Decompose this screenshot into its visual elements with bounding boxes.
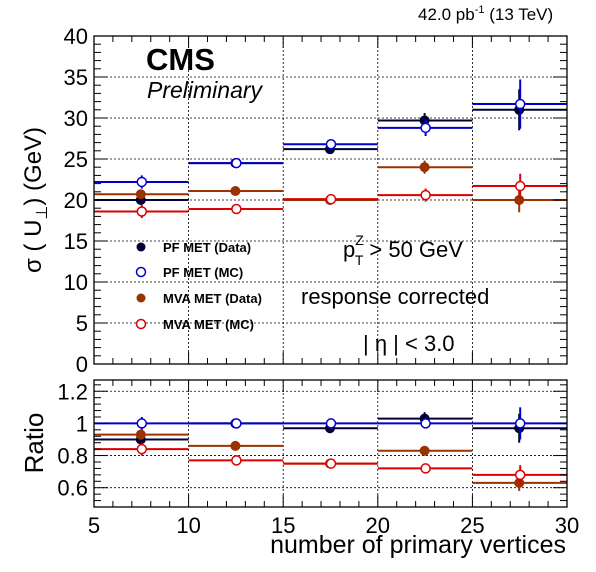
data-point <box>231 203 242 215</box>
data-point <box>136 418 148 429</box>
data-point <box>420 189 431 201</box>
main-y-tick-label-5: 5 <box>76 311 88 336</box>
pt-cut-annotation: pZ T > 50 GeV <box>343 232 463 268</box>
x-axis-title: number of primary vertices <box>270 531 566 559</box>
data-point <box>419 445 430 456</box>
main-y-tick-label-10: 10 <box>64 270 88 295</box>
ratio-series-pf-met-mc- <box>94 407 567 440</box>
response-corrected-annotation: response corrected <box>301 284 489 309</box>
legend-item: PF MET (MC) <box>135 265 243 280</box>
ratio-ticks: 5 10 15 20 25 30 0.6 0.8 1 1.2 <box>57 379 579 538</box>
main-y-axis-title: σ ( U⊥) (GeV) <box>20 127 51 273</box>
data-point <box>231 157 242 169</box>
data-point <box>230 185 241 196</box>
x-tick-label-5: 5 <box>88 513 100 538</box>
legend-marker <box>136 242 146 252</box>
x-tick-label-25: 25 <box>460 513 484 538</box>
data-point <box>136 443 148 455</box>
legend-marker <box>135 318 147 330</box>
ratio-frame <box>93 379 568 508</box>
legend-item: MVA MET (MC) <box>135 317 254 332</box>
x-tick-label-15: 15 <box>271 513 295 538</box>
x-tick-label-30: 30 <box>555 513 579 538</box>
ratio-y-tick-label-1.2: 1.2 <box>57 379 88 404</box>
legend-marker <box>135 266 147 278</box>
ratio-data-layer <box>94 407 567 491</box>
main-y-tick-label-30: 30 <box>64 106 88 131</box>
data-point <box>514 469 526 481</box>
data-point <box>420 122 431 134</box>
data-point <box>231 418 242 429</box>
preliminary-label: Preliminary <box>147 77 264 103</box>
data-point <box>231 455 242 466</box>
data-point <box>325 138 337 150</box>
data-point <box>514 180 526 192</box>
data-point <box>420 418 431 429</box>
data-point <box>325 418 337 429</box>
data-point <box>514 98 526 110</box>
main-y-tick-label-15: 15 <box>64 229 88 254</box>
legend-marker <box>136 293 146 303</box>
main-series-mva-met-mc- <box>94 173 567 219</box>
x-tick-label-20: 20 <box>366 513 390 538</box>
legend-label: MVA MET (Data) <box>163 291 262 306</box>
data-point <box>419 162 430 173</box>
legend: PF MET (Data) PF MET (MC) MVA MET (Data) MV… <box>135 240 262 332</box>
x-tick-label-10: 10 <box>176 513 200 538</box>
legend-label: MVA MET (MC) <box>163 317 254 332</box>
legend-label: PF MET (Data) <box>163 240 251 255</box>
legend-item: MVA MET (Data) <box>136 291 262 306</box>
ratio-series-mva-met-mc- <box>94 442 567 485</box>
ratio-y-tick-label-0.8: 0.8 <box>57 444 88 469</box>
main-y-tick-label-40: 40 <box>64 24 88 49</box>
data-point <box>135 429 146 440</box>
legend-label: PF MET (MC) <box>163 265 243 280</box>
legend-item: PF MET (Data) <box>136 240 251 255</box>
data-point <box>135 189 146 200</box>
ratio-y-tick-label-1: 1 <box>76 411 88 436</box>
data-point <box>514 418 526 429</box>
data-point <box>325 458 337 469</box>
main-panel: 0 5 10 15 20 25 30 35 40 CMS Preliminary PF MET … <box>20 24 568 377</box>
data-point <box>136 176 148 188</box>
main-y-tick-label-20: 20 <box>64 188 88 213</box>
ratio-y-tick-label-0.6: 0.6 <box>57 476 88 501</box>
main-ticks: 0 5 10 15 20 25 30 35 40 <box>64 24 568 377</box>
ratio-y-axis-title: Ratio <box>19 413 49 474</box>
data-point <box>136 206 148 217</box>
main-data-layer <box>94 79 567 219</box>
data-point <box>325 193 337 205</box>
ratio-grid <box>94 380 567 507</box>
main-y-tick-label-25: 25 <box>64 147 88 172</box>
data-point <box>230 440 241 451</box>
ratio-panel: 5 10 15 20 25 30 0.6 0.8 1 1.2 Ratio number of pr… <box>19 379 579 559</box>
main-series-pf-met-mc- <box>94 79 567 189</box>
eta-cut-annotation: | η | < 3.0 <box>363 331 455 356</box>
data-point <box>420 463 431 474</box>
lumi-label: 42.0 pb-1 (13 TeV) <box>418 4 553 24</box>
cms-logo: CMS <box>146 42 215 77</box>
main-y-tick-label-35: 35 <box>64 65 88 90</box>
main-y-tick-label-0: 0 <box>76 352 88 377</box>
